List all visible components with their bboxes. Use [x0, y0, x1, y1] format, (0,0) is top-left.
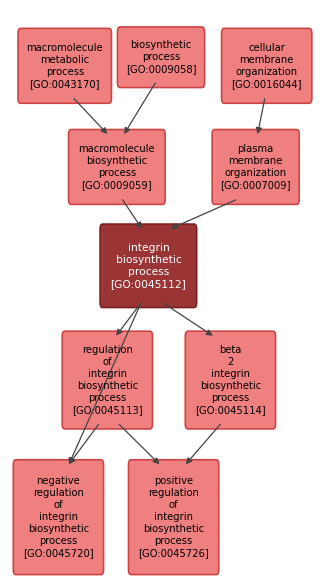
FancyBboxPatch shape	[118, 27, 204, 87]
FancyBboxPatch shape	[18, 29, 111, 103]
FancyBboxPatch shape	[128, 460, 219, 575]
Text: plasma
membrane
organization
[GO:0007009]: plasma membrane organization [GO:0007009…	[221, 144, 291, 190]
Text: beta
2
integrin
biosynthetic
process
[GO:0045114]: beta 2 integrin biosynthetic process [GO…	[195, 345, 266, 415]
Text: cellular
membrane
organization
[GO:0016044]: cellular membrane organization [GO:00160…	[232, 43, 302, 89]
Text: integrin
biosynthetic
process
[GO:0045112]: integrin biosynthetic process [GO:004511…	[110, 243, 186, 289]
FancyBboxPatch shape	[69, 129, 165, 205]
FancyBboxPatch shape	[222, 29, 312, 103]
FancyBboxPatch shape	[185, 331, 276, 429]
Text: macromolecule
biosynthetic
process
[GO:0009059]: macromolecule biosynthetic process [GO:0…	[79, 144, 155, 190]
FancyBboxPatch shape	[212, 129, 299, 205]
FancyBboxPatch shape	[62, 331, 153, 429]
FancyBboxPatch shape	[100, 224, 197, 307]
Text: regulation
of
integrin
biosynthetic
process
[GO:0045113]: regulation of integrin biosynthetic proc…	[72, 345, 143, 415]
Text: macromolecule
metabolic
process
[GO:0043170]: macromolecule metabolic process [GO:0043…	[26, 43, 103, 89]
Text: negative
regulation
of
integrin
biosynthetic
process
[GO:0045720]: negative regulation of integrin biosynth…	[23, 476, 94, 558]
Text: positive
regulation
of
integrin
biosynthetic
process
[GO:0045726]: positive regulation of integrin biosynth…	[138, 476, 209, 558]
FancyBboxPatch shape	[13, 460, 104, 575]
Text: biosynthetic
process
[GO:0009058]: biosynthetic process [GO:0009058]	[126, 40, 196, 74]
